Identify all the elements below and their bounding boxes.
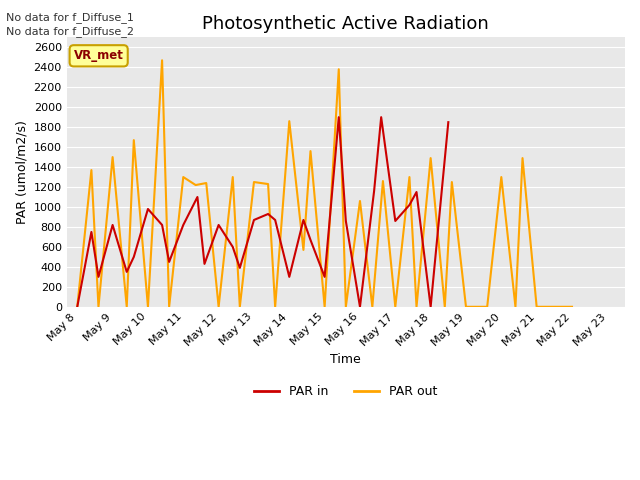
PAR in: [193, 194, 201, 200]
PAR in: [342, 218, 349, 224]
PAR out: [441, 304, 449, 310]
PAR out: [215, 304, 223, 310]
PAR out: [335, 66, 342, 72]
PAR in: [236, 265, 244, 271]
PAR out: [476, 304, 484, 310]
PAR in: [250, 217, 258, 223]
PAR out: [547, 304, 555, 310]
PAR out: [109, 154, 116, 160]
PAR in: [109, 222, 116, 228]
PAR out: [568, 304, 576, 310]
Text: No data for f_Diffuse_1: No data for f_Diffuse_1: [6, 12, 134, 23]
PAR out: [518, 155, 526, 161]
PAR in: [229, 244, 237, 250]
PAR out: [342, 304, 349, 310]
PAR out: [95, 304, 102, 310]
PAR in: [123, 269, 131, 275]
Y-axis label: PAR (umol/m2/s): PAR (umol/m2/s): [15, 120, 28, 224]
PAR in: [321, 274, 328, 280]
PAR in: [285, 274, 293, 280]
PAR out: [250, 179, 258, 185]
PAR in: [130, 254, 138, 260]
Text: VR_met: VR_met: [74, 49, 124, 62]
PAR out: [392, 304, 399, 310]
PAR in: [444, 120, 452, 125]
PAR out: [462, 304, 470, 310]
PAR out: [406, 174, 413, 180]
PAR out: [497, 174, 505, 180]
PAR in: [74, 304, 81, 310]
PAR out: [130, 137, 138, 143]
PAR out: [427, 155, 435, 161]
PAR in: [300, 217, 307, 223]
PAR in: [264, 211, 272, 217]
X-axis label: Time: Time: [330, 353, 361, 366]
PAR out: [74, 304, 81, 310]
PAR out: [236, 304, 244, 310]
PAR out: [88, 167, 95, 173]
Legend: PAR in, PAR out: PAR in, PAR out: [250, 380, 442, 403]
PAR in: [201, 261, 209, 267]
PAR out: [448, 179, 456, 185]
PAR out: [165, 304, 173, 310]
PAR in: [392, 218, 399, 224]
PAR in: [406, 202, 413, 208]
PAR out: [554, 304, 562, 310]
PAR out: [511, 304, 519, 310]
PAR out: [229, 174, 237, 180]
PAR out: [192, 182, 200, 188]
PAR out: [264, 181, 272, 187]
PAR in: [95, 274, 102, 280]
PAR out: [356, 198, 364, 204]
Text: No data for f_Diffuse_2: No data for f_Diffuse_2: [6, 26, 134, 37]
Title: Photosynthetic Active Radiation: Photosynthetic Active Radiation: [202, 15, 489, 33]
PAR out: [179, 174, 187, 180]
PAR out: [158, 58, 166, 63]
PAR out: [202, 180, 210, 186]
PAR out: [144, 304, 152, 310]
PAR in: [271, 217, 279, 223]
PAR in: [179, 222, 187, 228]
PAR out: [369, 304, 376, 310]
PAR in: [371, 188, 378, 194]
PAR in: [378, 114, 385, 120]
PAR out: [533, 304, 541, 310]
PAR out: [307, 148, 314, 154]
PAR out: [379, 178, 387, 184]
PAR out: [483, 304, 491, 310]
PAR in: [307, 237, 314, 243]
PAR out: [123, 304, 131, 310]
PAR out: [321, 304, 328, 310]
PAR in: [144, 206, 152, 212]
PAR out: [413, 304, 420, 310]
PAR in: [427, 304, 435, 310]
PAR in: [88, 229, 95, 235]
PAR out: [285, 118, 293, 124]
PAR in: [356, 304, 364, 310]
PAR in: [335, 114, 342, 120]
PAR in: [215, 222, 223, 228]
PAR in: [413, 189, 420, 195]
PAR in: [158, 222, 166, 228]
PAR in: [165, 259, 173, 265]
Line: PAR out: PAR out: [77, 60, 572, 307]
PAR out: [271, 304, 279, 310]
PAR out: [300, 247, 307, 253]
Line: PAR in: PAR in: [77, 117, 448, 307]
